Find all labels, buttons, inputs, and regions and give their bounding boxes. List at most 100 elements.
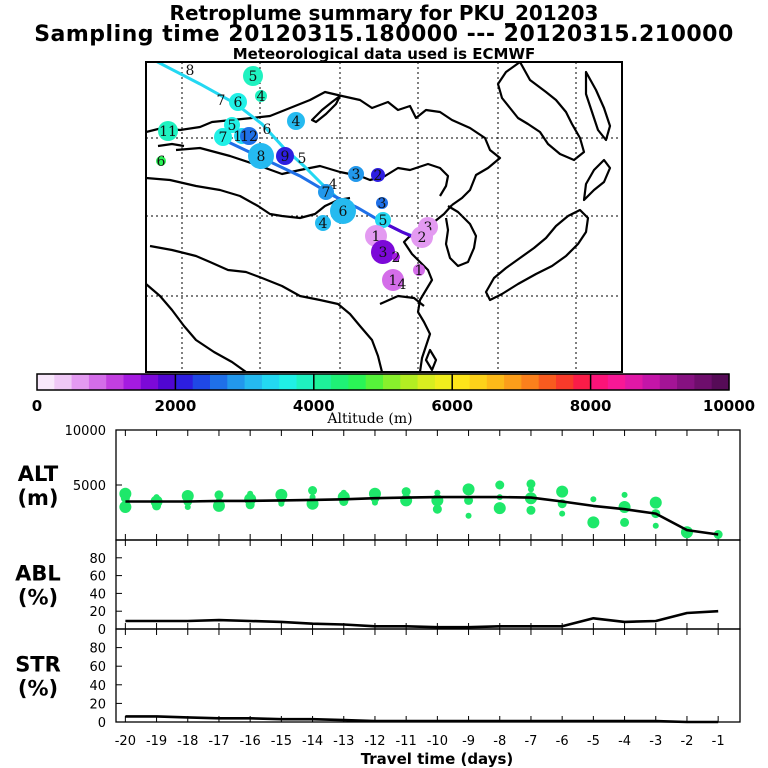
chart-title: Retroplume summary for PKU_201203 xyxy=(169,1,599,25)
y-tick-label: 20 xyxy=(89,697,106,712)
y-tick-label: 10000 xyxy=(65,424,106,439)
plume-cluster: 6 xyxy=(330,198,356,224)
x-tick-label: -9 xyxy=(462,734,475,749)
colorbar-swatch xyxy=(54,374,73,390)
y-tick-label: 60 xyxy=(89,660,106,675)
x-tick-label: -3 xyxy=(649,734,662,749)
plume-cluster: 2 xyxy=(411,226,433,248)
x-tick-label: -6 xyxy=(556,734,569,749)
cluster-day-label: 4 xyxy=(319,216,328,232)
colorbar-swatch xyxy=(625,374,644,390)
plume-cluster: 1 xyxy=(382,269,404,291)
cluster-marker xyxy=(382,269,404,291)
plume-cluster: 3 xyxy=(371,240,395,264)
cluster-day-label: 3 xyxy=(378,196,387,212)
colorbar-swatch xyxy=(607,374,626,390)
x-tick-label: -7 xyxy=(524,734,537,749)
trajectory-map: 85476411567111289563247643531232141 xyxy=(145,61,623,373)
altitude-sample xyxy=(587,516,600,529)
series-line xyxy=(125,495,719,536)
cluster-day-label: 8 xyxy=(186,63,195,79)
cluster-day-label: 6 xyxy=(234,95,243,111)
colorbar-swatch xyxy=(261,374,280,390)
colorbar-swatch xyxy=(452,374,471,390)
cluster-day-label: 4 xyxy=(292,114,301,130)
plume-cluster: 4 xyxy=(315,215,331,232)
x-tick-label: -10 xyxy=(427,734,448,749)
y-tick-label: 5000 xyxy=(73,479,106,494)
cluster-day-label: 2 xyxy=(392,250,401,266)
x-tick-label: -8 xyxy=(493,734,506,749)
plume-cluster: 6 xyxy=(156,154,166,170)
plume-cluster: 8 xyxy=(248,143,274,169)
x-tick-label: -5 xyxy=(587,734,600,749)
plume-cluster: 5 xyxy=(375,212,391,229)
x-tick-label: -17 xyxy=(208,734,229,749)
altitude-sample xyxy=(401,487,411,497)
colorbar-swatch xyxy=(192,374,211,390)
cluster-day-label: 5 xyxy=(249,69,258,85)
colorbar-tick-label: 4000 xyxy=(293,397,335,415)
colorbar-swatch xyxy=(556,374,574,390)
altitude-sample xyxy=(212,499,225,512)
altitude-sample xyxy=(618,501,631,513)
cluster-day-label: 1 xyxy=(372,229,381,245)
plume-cluster: 3 xyxy=(348,166,364,183)
cluster-marker xyxy=(224,117,240,133)
cluster-marker xyxy=(375,212,391,228)
cluster-day-label: 8 xyxy=(257,149,266,165)
cluster-marker xyxy=(214,128,232,146)
y-axis-label: ABL xyxy=(15,562,61,586)
altitude-sample xyxy=(119,487,132,500)
cluster-marker xyxy=(413,264,425,276)
panel-abl: 0 20 40 60 80 ABL(%) xyxy=(15,539,741,638)
colorbar-swatch xyxy=(365,374,384,390)
x-tick-label: -16 xyxy=(240,734,261,749)
colorbar-tick-label: 0 xyxy=(32,397,42,415)
plume-cluster: 7 xyxy=(217,93,226,109)
colorbar-swatch xyxy=(227,374,246,390)
y-axis-label: ALT xyxy=(18,462,59,486)
x-tick-label: -1 xyxy=(712,734,725,749)
sampling-time: Sampling time 20120315.180000 --- 201203… xyxy=(34,22,734,47)
cluster-day-label: 7 xyxy=(322,185,331,201)
cluster-marker xyxy=(376,197,388,209)
altitude-colorbar: 0 2000 4000 6000 8000 10000 xyxy=(32,373,755,415)
y-tick-label: 60 xyxy=(89,570,106,585)
y-axis-label: (m) xyxy=(17,486,58,510)
cluster-day-label: 4 xyxy=(329,177,338,193)
cluster-marker xyxy=(411,226,433,248)
plume-cluster: 5 xyxy=(298,151,307,167)
altitude-sample xyxy=(495,480,505,490)
cluster-marker xyxy=(276,147,294,165)
altitude-sample xyxy=(590,496,597,503)
altitude-sample xyxy=(214,490,224,500)
altitude-sample xyxy=(153,494,160,501)
y-axis-label: (%) xyxy=(18,677,58,701)
time-series-panels: 500010000ALT(m)020406080ABL(%)020406080S… xyxy=(15,424,741,749)
plume-cluster: 4 xyxy=(329,177,338,193)
colorbar-swatch xyxy=(175,374,194,390)
y-tick-label: 40 xyxy=(89,587,106,602)
plume-cluster: 8 xyxy=(186,63,195,79)
y-axis-label: (%) xyxy=(18,586,58,610)
cluster-day-label: 6 xyxy=(263,122,272,138)
cluster-marker xyxy=(348,166,364,182)
cluster-day-label: 1 xyxy=(415,263,424,279)
altitude-sample xyxy=(620,517,630,527)
meteorology-note: Meteorological data used is ECMWF xyxy=(232,45,536,63)
cluster-day-label: 6 xyxy=(339,204,348,220)
plume-cluster: 11 xyxy=(158,121,178,141)
colorbar-swatch xyxy=(279,374,298,390)
plume-cluster: 3 xyxy=(376,196,388,212)
colorbar-swatch xyxy=(400,374,419,390)
colorbar-swatch xyxy=(590,374,609,390)
colorbar-swatch xyxy=(486,374,505,390)
colorbar-swatch xyxy=(158,374,176,390)
plume-cluster: 6 xyxy=(229,93,247,111)
altitude-sample xyxy=(432,504,442,514)
plume-cluster: 7 xyxy=(318,184,334,201)
altitude-sample xyxy=(340,489,347,496)
plume-cluster: 4 xyxy=(398,277,407,293)
cluster-day-label: 5 xyxy=(228,118,237,134)
